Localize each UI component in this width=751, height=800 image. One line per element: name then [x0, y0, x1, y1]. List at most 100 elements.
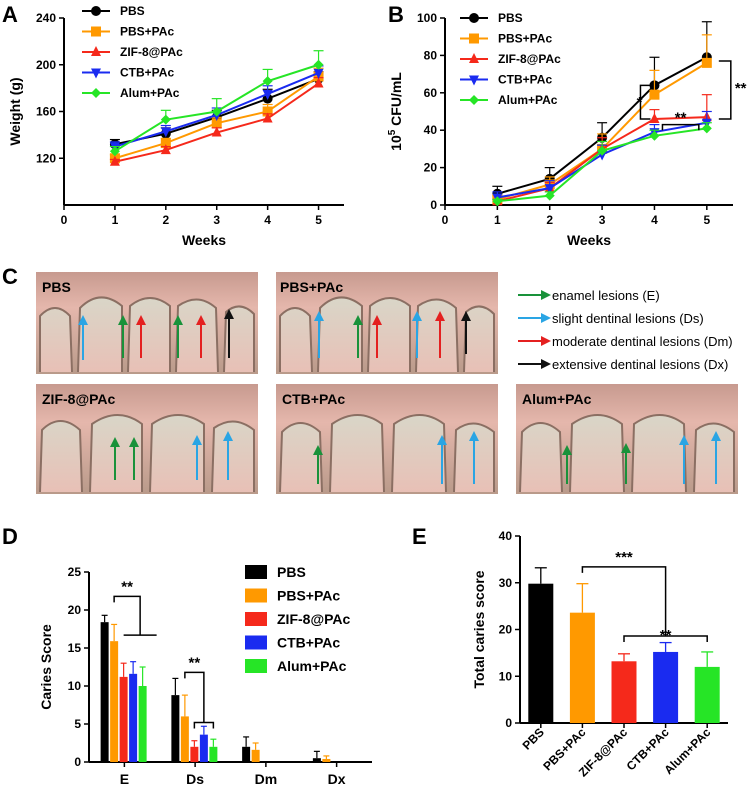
y-tick-label: 20	[499, 623, 513, 637]
photo-zif8-pac: ZIF-8@PAc	[36, 384, 258, 494]
bar	[119, 676, 128, 762]
data-point	[313, 77, 324, 88]
data-point	[109, 146, 120, 157]
x-tick-label: 4	[651, 213, 658, 227]
y-axis-label: Total caries score	[471, 570, 487, 688]
molar-silhouette	[39, 414, 255, 493]
caries-photo-panel: PBS PBS+PAc ZIF-8@PAc	[36, 272, 738, 494]
y-tick-label: 10	[68, 679, 82, 693]
lesion-legend: enamel lesions (E) slight dentinal lesio…	[518, 288, 733, 372]
x-tick-label: 2	[162, 213, 169, 227]
data-point	[649, 89, 660, 100]
data-point	[211, 118, 222, 129]
y-axis-label-sup: 5	[387, 129, 398, 135]
data-point	[109, 155, 120, 166]
y-tick-label: 80	[424, 48, 438, 62]
sig-label: **	[675, 110, 687, 127]
panel-letter-c: C	[2, 264, 18, 289]
bar	[199, 734, 208, 762]
x-tick-label: 3	[599, 213, 606, 227]
legend-marker	[91, 68, 101, 79]
data-point	[701, 57, 712, 68]
y-tick-label: 0	[505, 716, 512, 730]
y-tick-label: 160	[36, 105, 56, 119]
data-point	[649, 130, 660, 141]
bar	[190, 746, 199, 762]
series-zif-8-pac	[109, 77, 324, 166]
y-axis-label-base: 10	[388, 135, 404, 151]
data-point	[492, 196, 503, 207]
photo-label-zif8-pac: ZIF-8@PAc	[42, 391, 116, 407]
legend-marker	[469, 53, 479, 63]
photo-pbs-pac: PBS+PAc	[276, 272, 498, 374]
bar	[694, 666, 720, 723]
data-point	[649, 112, 660, 123]
bar	[171, 695, 180, 762]
sig-bracket	[193, 721, 215, 729]
data-point	[313, 59, 324, 70]
y-tick-label: 100	[417, 11, 437, 25]
x-tick-label: PBS	[520, 725, 547, 752]
series-alum-pac	[492, 122, 712, 207]
sig-label: **	[189, 654, 201, 671]
legend-label: ZIF-8@PAc	[498, 52, 561, 66]
data-point	[211, 126, 222, 137]
bar	[100, 622, 109, 762]
panel-letter-a: A	[2, 2, 18, 27]
legend-label-e: enamel lesions (E)	[552, 288, 660, 303]
data-point	[160, 138, 171, 149]
y-tick-label: 15	[68, 641, 82, 655]
y-tick-label: 200	[36, 58, 56, 72]
caries-score-bar-chart: 0 5 10 15 20 25 Caries Score E Ds Dm Dx ** ** PBS PBS+…	[38, 564, 372, 787]
y-tick-label: 240	[36, 11, 56, 25]
sig-label: **	[735, 80, 747, 97]
data-point	[262, 106, 273, 117]
sig-label: *	[637, 94, 643, 111]
photo-label-alum-pac: Alum+PAc	[522, 391, 592, 407]
molar-silhouette	[519, 414, 735, 493]
x-tick-label: Ds	[186, 771, 204, 787]
bar	[242, 746, 251, 762]
sig-bracket	[639, 84, 651, 120]
y-tick-label: 40	[499, 529, 513, 543]
bar	[251, 749, 260, 762]
x-tick-label: 0	[442, 213, 449, 227]
data-point	[262, 76, 273, 87]
photo-alum-pac: Alum+PAc	[516, 384, 738, 494]
x-tick-label: Dx	[328, 771, 346, 787]
legend-label-dm: moderate dentinal lesions (Dm)	[552, 334, 733, 349]
panel-letter-d: D	[2, 524, 18, 549]
legend-marker	[469, 33, 479, 44]
legend-label: CTB+PAc	[498, 73, 552, 87]
x-tick-label: 0	[61, 213, 68, 227]
sig-bracket	[581, 566, 667, 637]
data-point	[160, 114, 171, 125]
data-point	[211, 106, 222, 117]
bar	[322, 758, 331, 762]
legend-label: Alum+PAc	[120, 86, 180, 100]
sig-bracket	[184, 671, 205, 723]
legend-label: Alum+PAc	[277, 658, 347, 674]
sig-bracket	[623, 635, 708, 643]
x-tick-label: 1	[112, 213, 119, 227]
y-axis-label: Caries Score	[38, 624, 54, 710]
legend-marker	[91, 88, 101, 98]
y-tick-label: 20	[68, 603, 82, 617]
legend-label: PBS+PAc	[277, 588, 340, 604]
sig-bracket	[113, 595, 141, 636]
sig-label: ***	[615, 549, 633, 566]
legend-label-dx: extensive dentinal lesions (Dx)	[552, 357, 728, 372]
sig-bracket	[718, 60, 732, 120]
bar	[528, 583, 554, 723]
legend-label: ZIF-8@PAc	[277, 611, 351, 627]
bar	[312, 758, 321, 762]
y-tick-label: 120	[36, 151, 56, 165]
legend-marker	[91, 26, 101, 37]
y-axis-label: Weight (g)	[7, 77, 23, 145]
data-point	[262, 112, 273, 123]
legend-label: PBS	[277, 564, 306, 580]
sig-bracket	[661, 123, 700, 131]
